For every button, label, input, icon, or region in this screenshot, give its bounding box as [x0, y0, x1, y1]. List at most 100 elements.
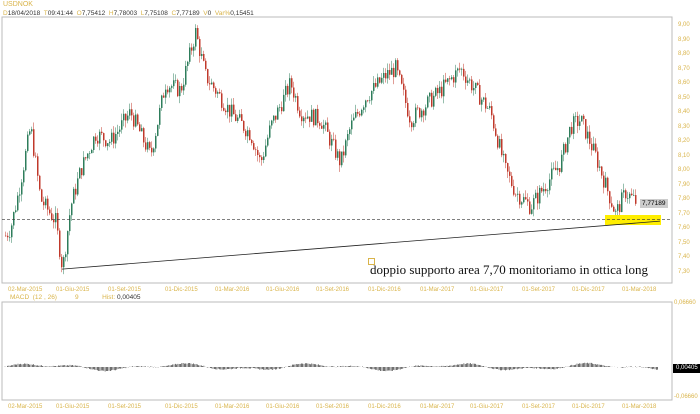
candle [375, 82, 377, 87]
candle [49, 209, 51, 214]
candle [47, 198, 49, 210]
x-tick-label: 01-Set-2017 [522, 404, 556, 410]
candle [567, 137, 569, 153]
candle [117, 131, 119, 134]
candle [305, 117, 307, 119]
x-tick-label: 02-Mar-2015 [8, 404, 43, 410]
candle [247, 130, 249, 137]
candle [469, 79, 471, 81]
candle [529, 201, 531, 214]
candle [621, 192, 623, 213]
candle [457, 68, 459, 71]
candle [71, 203, 73, 216]
candle [17, 195, 19, 211]
candle [483, 97, 485, 100]
candle [153, 148, 155, 153]
candle [285, 85, 287, 95]
candle [141, 128, 143, 132]
candle [579, 121, 581, 126]
candle [27, 134, 29, 151]
candle [619, 204, 621, 213]
candle [559, 168, 561, 172]
candle [605, 177, 607, 188]
candle [133, 115, 135, 127]
candle [575, 115, 577, 117]
candle [551, 168, 553, 180]
candle [327, 122, 329, 132]
candle [389, 70, 391, 75]
candle [9, 237, 11, 238]
candle [65, 254, 67, 258]
x-tick-label: 01-Set-2017 [522, 287, 556, 293]
candle [135, 114, 137, 127]
x-tick-label: 01-Mar-2018 [622, 287, 657, 293]
candle [407, 102, 409, 117]
candle [561, 154, 563, 172]
x-tick-label: 01-Giu-2016 [266, 404, 300, 410]
candle [171, 86, 173, 88]
candle [435, 87, 437, 96]
candle [29, 131, 31, 135]
candle [39, 175, 41, 190]
y-tick-label: 8,70 [678, 65, 690, 72]
candle [489, 106, 491, 109]
candle [397, 60, 399, 71]
x-tick-label: 01-Giu-2016 [266, 287, 300, 293]
candle [395, 60, 397, 78]
candle [507, 163, 509, 172]
candle [361, 109, 363, 116]
trendline [61, 220, 661, 270]
candle [95, 136, 97, 141]
y-tick-label: 8,00 [678, 167, 690, 173]
candle [69, 215, 71, 232]
candle [79, 168, 81, 179]
candle [11, 225, 13, 238]
candle [549, 179, 551, 191]
candle [437, 87, 439, 94]
candle [231, 104, 233, 117]
candle [101, 131, 103, 134]
y-tick-label: 8,30 [678, 123, 690, 130]
candle [197, 28, 199, 40]
y-tick-label: 7,60 [678, 225, 690, 231]
candle [299, 110, 301, 117]
candle [251, 140, 253, 144]
candle [145, 142, 147, 150]
candle [521, 202, 523, 205]
candle [459, 68, 461, 70]
candle [597, 151, 599, 168]
candle [93, 136, 95, 150]
candle [463, 68, 465, 77]
x-tick-label: 01-Set-2016 [316, 404, 350, 410]
candle [353, 117, 355, 121]
candle [321, 125, 323, 129]
candle [523, 197, 525, 203]
candle [341, 151, 343, 166]
candle [383, 73, 385, 78]
candle [539, 187, 541, 204]
candle [429, 92, 431, 97]
candle [501, 139, 503, 156]
candle [191, 47, 193, 51]
candle [513, 185, 515, 195]
y-tick-label: 7,80 [678, 196, 690, 202]
candle [187, 61, 189, 66]
candle [365, 100, 367, 108]
candle [607, 177, 609, 192]
candle [301, 116, 303, 122]
candle [205, 60, 207, 70]
candle [63, 257, 65, 268]
candle [43, 201, 45, 206]
candle [555, 167, 557, 171]
candle [471, 79, 473, 91]
candle [219, 92, 221, 94]
candle [67, 231, 69, 255]
y-tick-label: 8,10 [678, 152, 690, 159]
candle [415, 107, 417, 124]
candle [479, 85, 481, 105]
candle [587, 131, 589, 139]
candle [545, 189, 547, 192]
candle [343, 151, 345, 156]
candle [271, 120, 273, 126]
candle [23, 170, 25, 183]
